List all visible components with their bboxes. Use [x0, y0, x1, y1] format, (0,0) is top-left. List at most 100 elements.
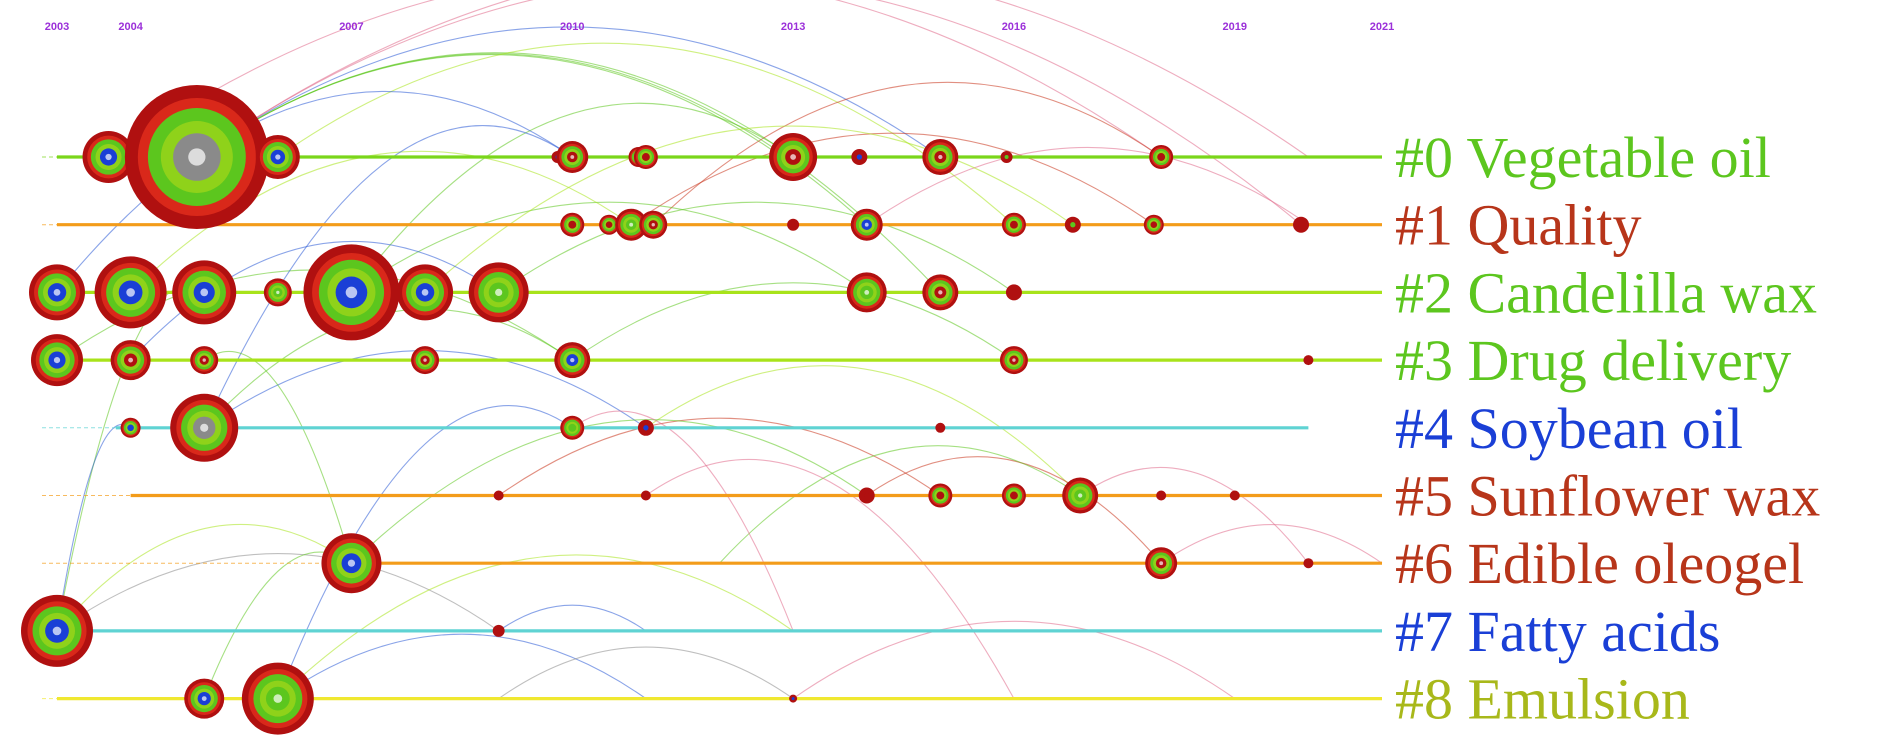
node-center [275, 154, 281, 160]
citation-link [424, 125, 1074, 293]
publication-node [560, 212, 585, 237]
citation-link [498, 646, 794, 700]
cluster-label: #4 Soybean oil [1395, 396, 1743, 461]
cluster-label: #0 Vegetable oil [1395, 125, 1771, 190]
publication-node [94, 256, 167, 329]
publication-node [787, 218, 800, 231]
citation-link [196, 0, 1302, 226]
year-label: 2007 [339, 21, 363, 33]
node-center [421, 289, 429, 296]
year-label: 2004 [118, 21, 143, 33]
citation-links [56, 0, 1383, 700]
node-core [1150, 221, 1158, 228]
citation-link [866, 147, 1309, 226]
node-center [423, 358, 427, 362]
publication-node [1145, 547, 1178, 580]
node-core [1306, 561, 1311, 565]
publication-node [554, 342, 591, 379]
node-center [495, 288, 503, 296]
publication-node [639, 210, 668, 239]
publication-node [922, 274, 959, 311]
node-center [864, 222, 869, 227]
publication-node [263, 278, 292, 307]
node-center [570, 357, 575, 363]
publication-node [789, 694, 798, 703]
publication-node [184, 678, 225, 719]
node-center [629, 222, 634, 227]
publication-node [1143, 214, 1164, 235]
node-core [605, 221, 613, 228]
publication-nodes [21, 85, 1314, 735]
year-label: 2019 [1223, 21, 1247, 33]
node-center [53, 356, 61, 364]
citation-link [108, 0, 1162, 158]
cluster-label: #3 Drug delivery [1395, 328, 1791, 393]
citation-link [1079, 466, 1309, 564]
cluster-labels: #0 Vegetable oil#1 Quality#2 Candelilla … [1395, 125, 1820, 732]
publication-node [492, 624, 505, 637]
publication-node [1005, 284, 1022, 301]
citation-link [196, 26, 941, 158]
node-center [126, 288, 135, 297]
citation-link [277, 404, 573, 699]
node-center [200, 423, 209, 432]
year-label: 2021 [1370, 21, 1394, 33]
citation-link [56, 553, 499, 632]
citation-link [351, 419, 868, 564]
node-core [936, 491, 945, 500]
citation-link [56, 524, 352, 632]
publication-node [255, 135, 300, 179]
node-core [1157, 153, 1166, 161]
node-core [1233, 493, 1237, 498]
citation-link [203, 350, 352, 564]
publication-node [468, 262, 529, 323]
node-center [273, 694, 283, 703]
publication-node [170, 393, 239, 462]
publication-node [850, 208, 883, 241]
node-core [1009, 220, 1018, 229]
node-center [52, 626, 62, 636]
citation-link [130, 150, 632, 293]
citation-link [203, 125, 573, 429]
publication-node [172, 260, 237, 325]
publication-node [241, 662, 314, 735]
node-core [641, 153, 650, 161]
cluster-label: #2 Candelilla wax [1395, 260, 1817, 325]
year-label: 2013 [781, 21, 805, 33]
publication-node [21, 594, 93, 667]
node-center [1159, 561, 1164, 566]
publication-node [935, 422, 946, 433]
citation-link [56, 91, 573, 293]
citation-link [652, 81, 1162, 226]
citation-link [630, 132, 1155, 226]
year-label: 2010 [560, 21, 584, 33]
node-core [496, 628, 501, 633]
citation-link [277, 554, 794, 699]
node-core [497, 493, 501, 498]
publication-node [1303, 355, 1314, 366]
citation-link [498, 201, 1015, 293]
node-core [127, 424, 134, 432]
node-center [345, 286, 358, 299]
cluster-label: #8 Emulsion [1395, 667, 1690, 732]
cluster-label: #7 Fatty acids [1395, 599, 1720, 664]
publication-node [640, 490, 651, 501]
citation-link [203, 308, 573, 429]
year-label: 2016 [1002, 21, 1026, 33]
publication-node [1293, 216, 1310, 233]
node-core [938, 426, 942, 430]
node-center [790, 154, 796, 160]
node-core [1011, 289, 1017, 296]
publication-node [1001, 212, 1026, 237]
publication-node [851, 149, 868, 165]
node-center [864, 290, 870, 295]
citation-link [719, 445, 1081, 564]
node-center [1012, 358, 1016, 362]
node-center [570, 155, 575, 159]
publication-node [411, 346, 440, 375]
node-center [347, 559, 356, 567]
cluster-label: #6 Edible oleogel [1395, 531, 1804, 596]
citation-link [351, 102, 794, 293]
node-center [53, 289, 61, 296]
